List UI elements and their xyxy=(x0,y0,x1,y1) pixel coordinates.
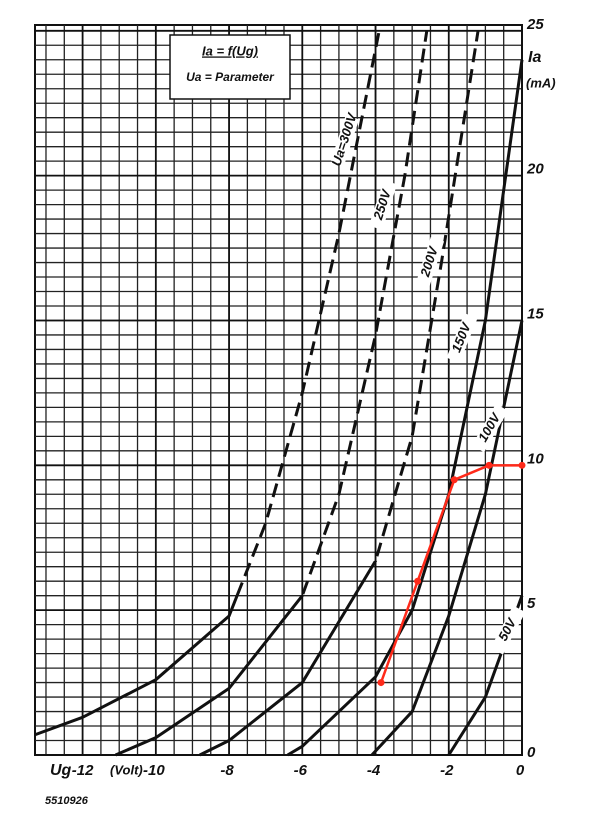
y-tick-label: 10 xyxy=(527,450,544,467)
annotation-box xyxy=(169,34,291,100)
annotation: Ia = f(Ug) xyxy=(202,43,258,58)
curve-label-bg xyxy=(330,115,360,165)
x-tick-label: 0 xyxy=(516,762,525,779)
curve-dashed xyxy=(300,30,429,596)
curve xyxy=(286,59,524,757)
y-tick-label: 25 xyxy=(526,16,544,33)
x-tick-label: -8 xyxy=(220,762,234,779)
curve-dashed xyxy=(373,30,480,561)
curve xyxy=(114,595,304,757)
marker xyxy=(377,679,385,687)
annotation: Ua = Parameter xyxy=(186,70,275,84)
x-tick-label: -4 xyxy=(367,762,381,779)
curve-label-bg xyxy=(415,237,445,287)
y-tick-label: 5 xyxy=(527,595,536,612)
x-label: Ug xyxy=(50,762,72,779)
y-tick-label: 0 xyxy=(527,744,536,761)
curve-label-bg xyxy=(368,180,398,230)
curve xyxy=(34,595,239,737)
curve-label: 200V xyxy=(417,244,441,280)
code: 5510926 xyxy=(45,795,89,807)
y-tick-label: 15 xyxy=(527,305,544,322)
curve xyxy=(370,320,524,757)
x-tick-label: -12 xyxy=(72,762,94,779)
x-tick-label: -2 xyxy=(440,762,454,779)
curve-label-bg xyxy=(471,403,509,453)
y-label: Ia xyxy=(528,49,541,66)
x-tick-label: -6 xyxy=(294,762,308,779)
curve-label-bg xyxy=(446,313,478,363)
curve xyxy=(199,560,378,757)
x-unit: (Volt) xyxy=(110,762,143,777)
marker xyxy=(518,461,526,469)
y-unit: (mA) xyxy=(526,75,556,90)
curve-label: Ua=300V xyxy=(328,110,360,168)
marker xyxy=(450,476,458,484)
marker xyxy=(414,577,422,585)
y-tick-label: 20 xyxy=(526,161,544,178)
x-tick-label: -10 xyxy=(143,762,165,779)
curve-dashed xyxy=(235,30,381,596)
curve-label-bg xyxy=(490,605,526,655)
marker xyxy=(485,461,493,469)
